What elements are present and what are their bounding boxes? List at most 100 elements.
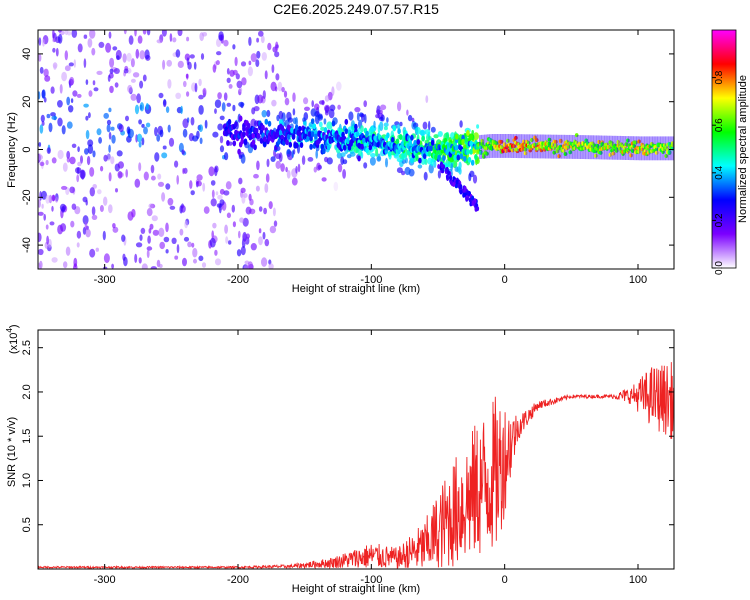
spectrogram-cell: [597, 135, 599, 160]
spectrogram-cell: [161, 152, 168, 159]
spectrogram-cell: [77, 146, 80, 153]
spectrogram-cell: [91, 206, 96, 216]
spectrogram-cell: [39, 260, 43, 269]
spectrogram-cell: [445, 167, 448, 173]
spectrogram-cell: [314, 133, 318, 140]
spectrogram-cell: [344, 128, 349, 135]
spectrogram-cell: [224, 224, 229, 234]
spectrogram-cell: [324, 156, 329, 163]
spectrogram-cell: [454, 144, 459, 151]
spectrogram-cell: [584, 135, 587, 160]
spectrogram-cell: [186, 36, 190, 42]
spectrogram-cell: [65, 246, 71, 256]
spectrogram-cell: [98, 41, 105, 49]
spectrogram-ytick-label: 40: [21, 48, 33, 60]
spectrogram-cell: [254, 127, 259, 134]
spectrogram-cell: [232, 69, 238, 76]
spectrogram-cell: [167, 124, 171, 133]
spectrogram-cell: [139, 80, 144, 89]
spectrogram-cell: [92, 80, 96, 86]
spectrogram-cell: [174, 160, 179, 168]
spectrogram-cell: [141, 263, 148, 269]
spectrogram-cell: [273, 220, 278, 227]
spectrogram-cell: [76, 93, 82, 98]
spectrogram-cell: [263, 207, 267, 215]
spectrogram-cell: [234, 121, 238, 128]
spectrogram-cell: [221, 102, 226, 112]
spectrogram-cell: [267, 42, 272, 51]
spectrogram-cell: [103, 112, 109, 119]
spectrogram-cell: [106, 124, 111, 133]
spectrogram-cell: [354, 107, 361, 113]
spectrogram-cell: [61, 185, 68, 190]
spectrogram-cell: [258, 30, 264, 37]
spectrogram-cell: [247, 261, 253, 269]
spectrogram-cell: [417, 164, 423, 169]
spectrogram-cell: [146, 30, 151, 36]
spectrogram-cell: [392, 125, 397, 132]
spectrogram-cell: [473, 132, 479, 141]
spectrogram-cell: [38, 232, 42, 242]
spectrogram-cell: [321, 99, 325, 106]
spectrogram-cell: [560, 134, 563, 159]
spectrogram-cell: [474, 154, 478, 160]
spectrogram-cell: [51, 157, 57, 164]
colorbar-tick-label: 0.0: [714, 261, 725, 275]
spectrogram-cell: [202, 182, 206, 192]
spectrogram-cell: [142, 74, 147, 82]
spectrogram-cell: [390, 136, 395, 143]
spectrogram-cell: [167, 197, 174, 206]
spectrogram-cell: [148, 203, 154, 209]
snr-ytick-label: 0.5: [21, 517, 33, 532]
spectrogram-cell: [52, 38, 56, 43]
spectrogram-cell: [108, 172, 112, 182]
spectrogram-cell: [109, 85, 114, 94]
spectrogram-cell: [378, 116, 384, 121]
spectrogram-cell: [407, 114, 413, 122]
spectrogram-cell: [235, 73, 240, 80]
spectrogram-cell: [82, 196, 88, 203]
spectrogram-cell: [286, 133, 291, 140]
spectrogram-cell: [280, 163, 285, 172]
spectrogram-cell: [240, 61, 247, 67]
spectrogram-cell: [118, 124, 124, 133]
spectrogram-cell: [404, 166, 411, 176]
spectrogram-cell: [223, 39, 229, 47]
spectrogram-cell: [182, 257, 187, 267]
spectrogram-cell: [304, 106, 310, 112]
spectrogram-cell: [287, 117, 293, 123]
spectrogram-cell: [406, 109, 409, 116]
spectrogram-cell: [278, 129, 283, 136]
spectrogram-cell: [471, 201, 475, 206]
spectrogram-cell: [255, 59, 260, 67]
spectrogram-cell: [192, 135, 199, 142]
spectrogram-cell: [232, 104, 236, 112]
spectrogram-cell: [73, 257, 78, 268]
spectrogram-cell: [57, 224, 63, 235]
spectrogram-cell: [158, 264, 163, 268]
spectrogram-cell: [43, 68, 49, 77]
spectrogram-cell: [166, 59, 172, 67]
spectrogram-cell: [288, 141, 293, 148]
spectrogram-cell: [250, 243, 257, 251]
spectrogram-cell: [437, 154, 441, 161]
spectrogram-cell: [226, 102, 232, 107]
spectrogram-cell: [238, 87, 243, 93]
spectrogram-cell: [666, 136, 668, 161]
spectrogram-cell: [396, 167, 403, 174]
spectrogram-cell: [169, 33, 173, 42]
spectrogram-cell: [336, 81, 342, 91]
spectrogram-cell: [340, 156, 345, 165]
spectrogram-cell: [626, 136, 628, 160]
spectrogram-cell: [225, 181, 232, 190]
spectrogram-cell: [108, 204, 113, 214]
spectrogram-cell: [241, 194, 246, 204]
spectrogram-xtick-label: 0: [502, 274, 508, 286]
spectrogram-cell: [294, 124, 299, 131]
spectrogram-cell: [415, 126, 421, 135]
spectrogram-cell: [253, 144, 257, 151]
spectrogram-cell: [667, 136, 670, 161]
spectrogram-cell: [445, 174, 449, 180]
spectrogram-cell: [134, 30, 137, 37]
spectrogram-cell: [138, 257, 142, 264]
